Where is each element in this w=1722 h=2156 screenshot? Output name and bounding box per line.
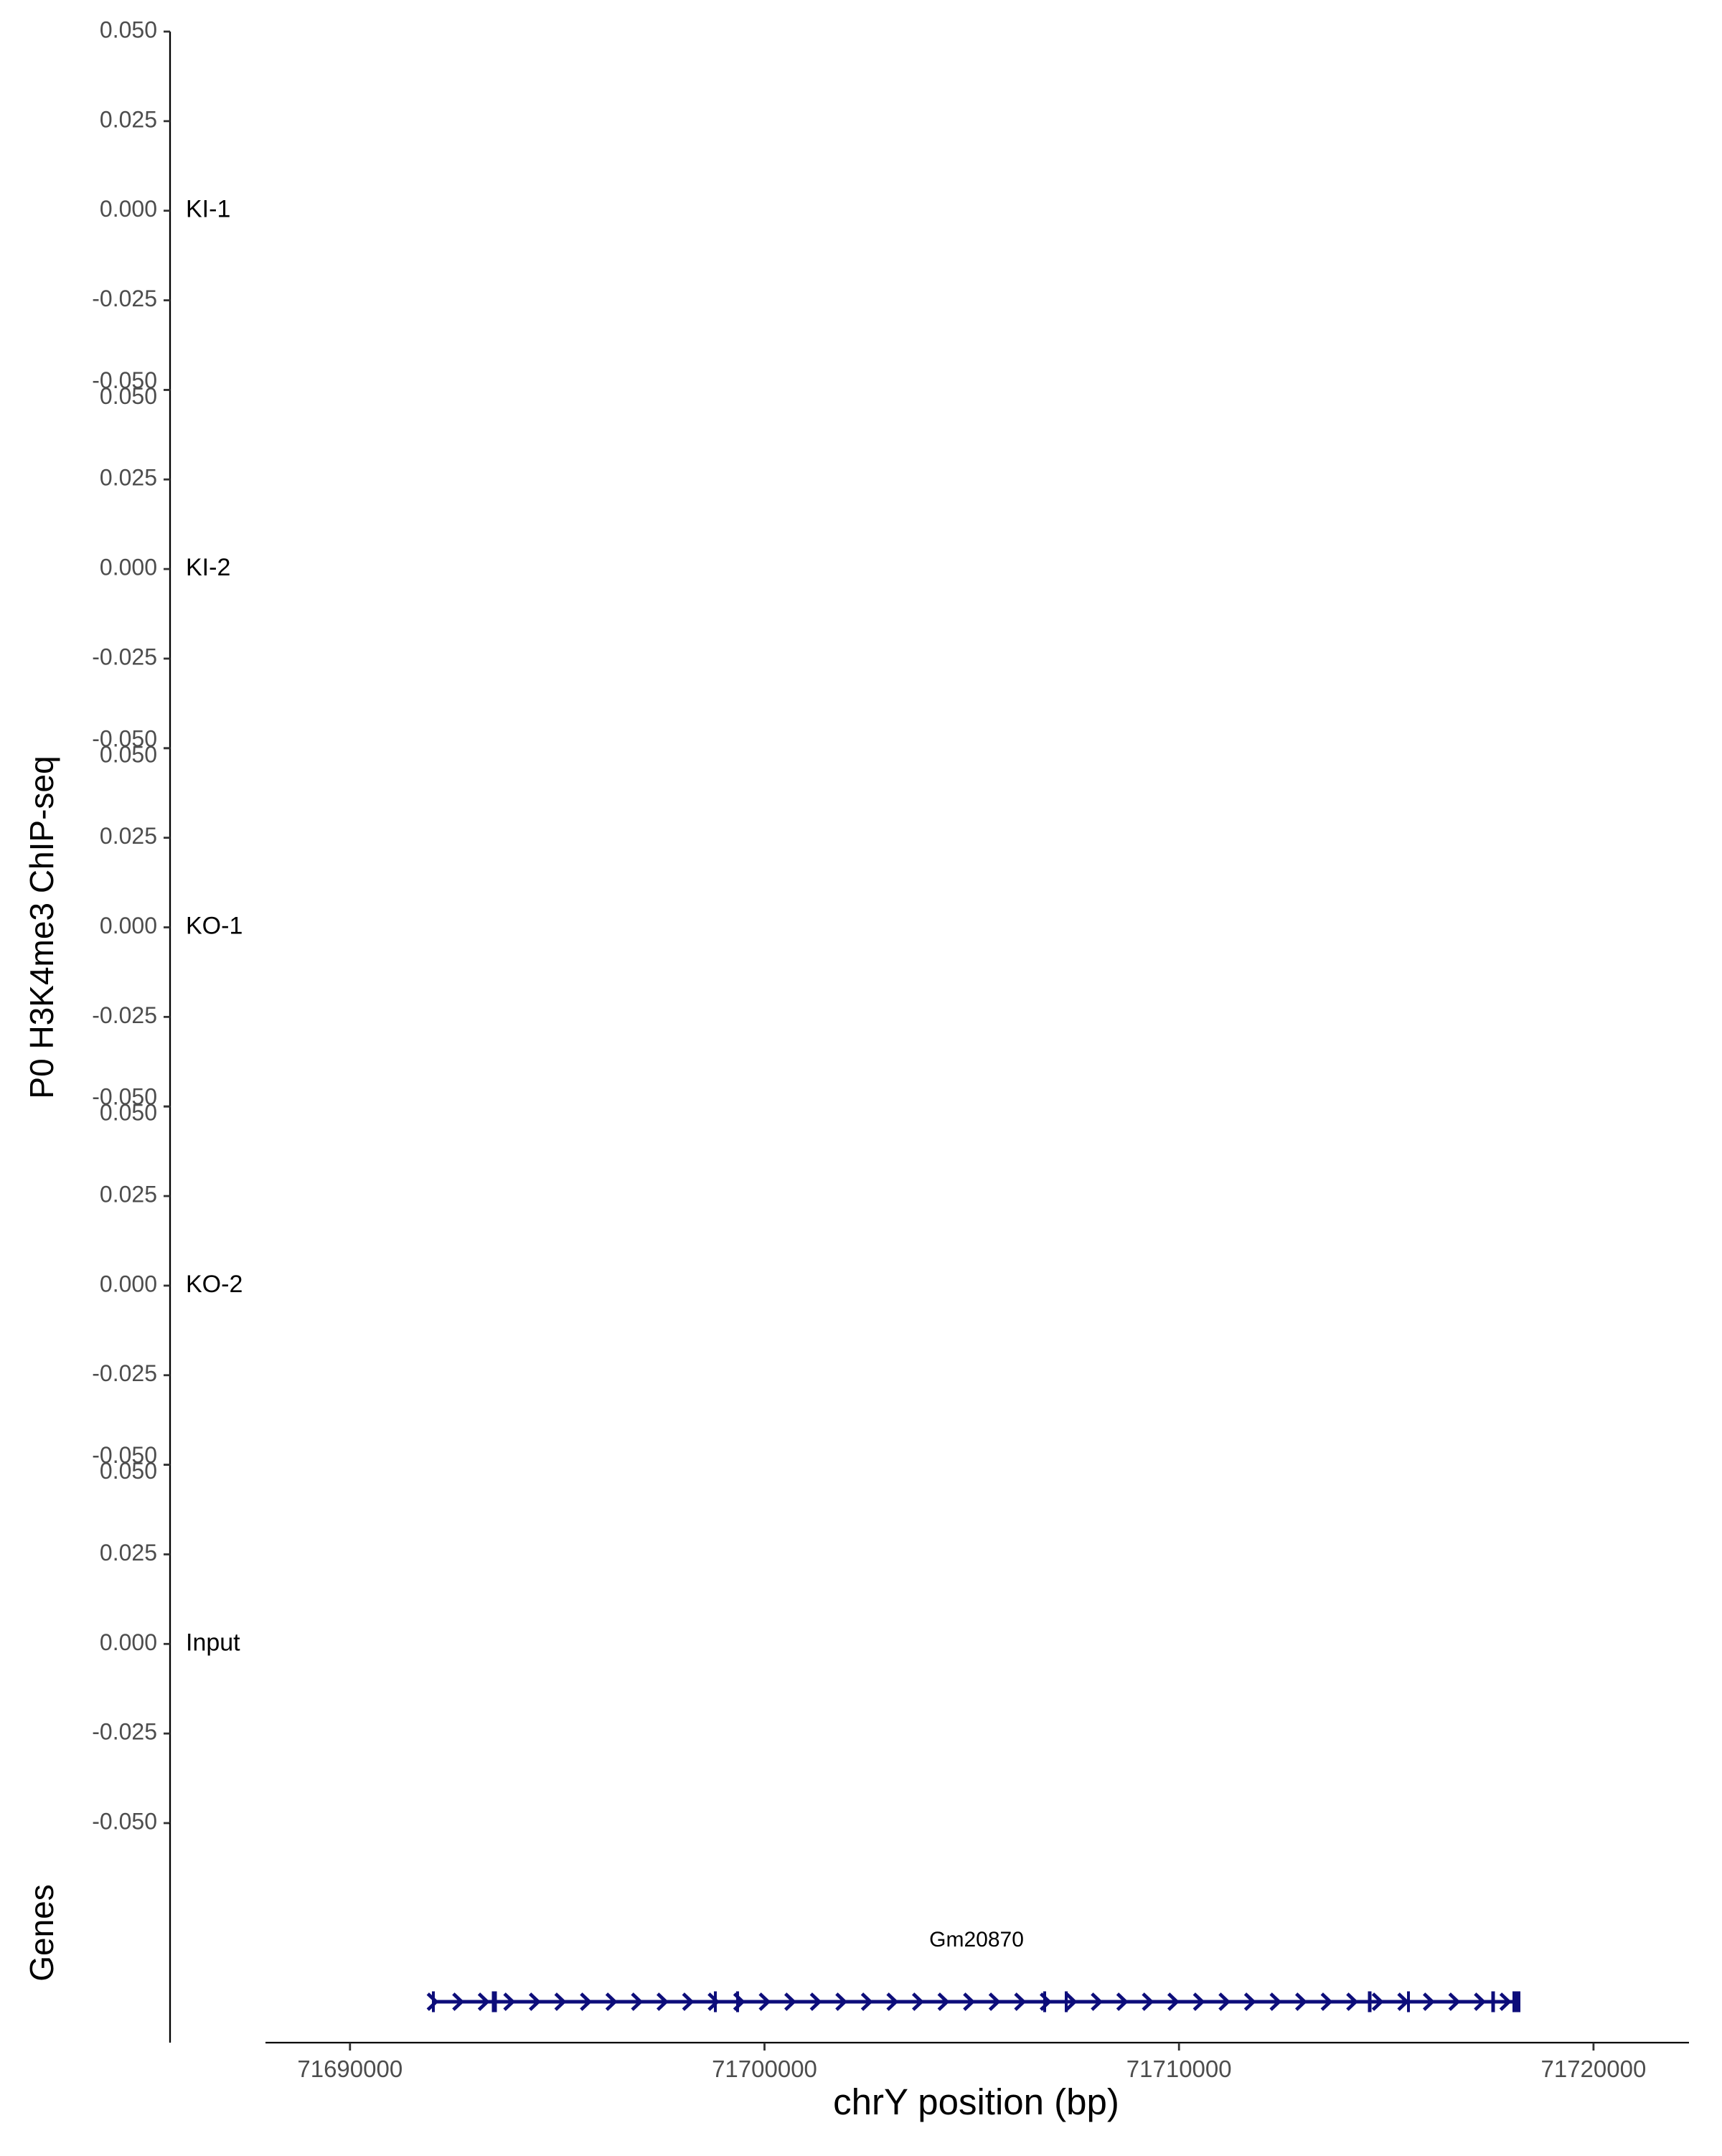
svg-text:0.050: 0.050 [100, 1100, 157, 1126]
svg-text:71700000: 71700000 [712, 2056, 817, 2082]
svg-text:KI-2: KI-2 [186, 554, 230, 581]
svg-text:71690000: 71690000 [297, 2056, 403, 2082]
svg-text:KO-1: KO-1 [186, 912, 243, 939]
svg-text:-0.050: -0.050 [92, 1808, 157, 1834]
svg-text:Input: Input [186, 1629, 240, 1656]
svg-text:0.050: 0.050 [100, 17, 157, 42]
svg-text:71710000: 71710000 [1126, 2056, 1232, 2082]
svg-text:0.050: 0.050 [100, 741, 157, 767]
svg-text:0.000: 0.000 [100, 1629, 157, 1655]
svg-text:71720000: 71720000 [1540, 2056, 1646, 2082]
svg-text:0.025: 0.025 [100, 1182, 157, 1208]
svg-text:0.050: 0.050 [100, 1458, 157, 1484]
svg-text:KO-2: KO-2 [186, 1271, 243, 1298]
svg-text:0.000: 0.000 [100, 1271, 157, 1296]
svg-text:KI-1: KI-1 [186, 196, 230, 223]
svg-text:P0 H3K4me3 ChIP-seq: P0 H3K4me3 ChIP-seq [23, 755, 60, 1098]
svg-text:0.025: 0.025 [100, 823, 157, 849]
svg-text:-0.025: -0.025 [92, 644, 157, 669]
svg-text:chrY position (bp): chrY position (bp) [833, 2081, 1119, 2122]
svg-text:-0.025: -0.025 [92, 1002, 157, 1028]
svg-text:0.000: 0.000 [100, 555, 157, 580]
svg-text:0.050: 0.050 [100, 383, 157, 409]
svg-text:Gm20870: Gm20870 [929, 1928, 1024, 1952]
svg-text:0.000: 0.000 [100, 196, 157, 222]
svg-text:0.000: 0.000 [100, 913, 157, 938]
svg-text:-0.025: -0.025 [92, 286, 157, 311]
svg-text:0.025: 0.025 [100, 465, 157, 491]
svg-text:0.025: 0.025 [100, 106, 157, 132]
svg-text:0.025: 0.025 [100, 1540, 157, 1566]
svg-text:Genes: Genes [23, 1884, 60, 1982]
svg-text:-0.025: -0.025 [92, 1719, 157, 1745]
svg-text:-0.025: -0.025 [92, 1360, 157, 1386]
